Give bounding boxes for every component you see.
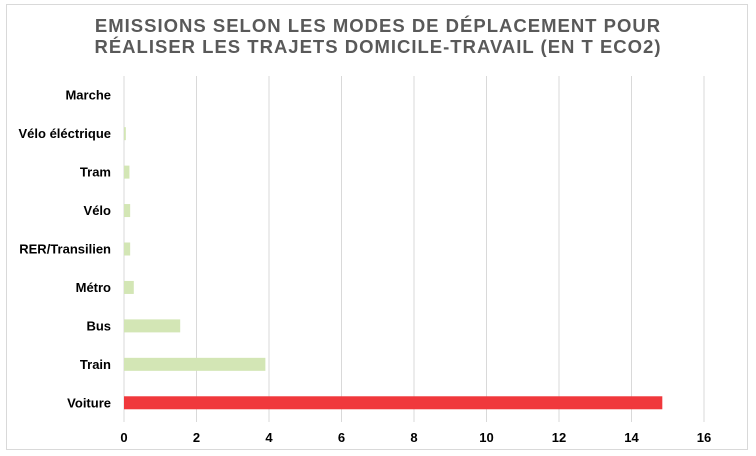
bar-tram [124,165,130,179]
x-tick-label: 8 [410,430,417,445]
bar-bus [124,319,181,333]
category-label: Tram [80,165,111,180]
bars [124,127,663,410]
x-tick-label: 0 [120,430,127,445]
category-label: Marche [65,88,111,103]
category-label: Bus [86,318,111,333]
chart-frame [6,4,748,450]
x-tick-label: 6 [338,430,345,445]
category-label: Train [80,357,111,372]
bar-train [124,357,266,371]
x-tick-label: 2 [193,430,200,445]
category-label: RER/Transilien [19,242,111,257]
category-labels: Marche Vélo éléctrique Tram Vélo RER/Transil… [19,88,112,411]
category-label: Métro [76,280,111,295]
chart-title-line-2: RÉALISER LES TRAJETS DOMICILE-TRAVAIL (E… [94,36,662,57]
chart-title: EMISSIONS SELON LES MODES DE DÉPLACEMENT… [0,15,756,57]
bar-rer-transilien [124,242,131,256]
x-tick-label: 16 [697,430,711,445]
bar-voiture [124,396,663,410]
bar-m-tro [124,280,134,294]
category-label: Voiture [67,395,111,410]
x-tick-label: 12 [552,430,566,445]
x-tick-label: 14 [624,430,639,445]
x-tick-labels: 0 2 4 6 8 10 12 14 16 [120,430,711,445]
category-label: Vélo [84,203,112,218]
bar-v-lo [124,204,131,218]
chart-title-line-1: EMISSIONS SELON LES MODES DE DÉPLACEMENT… [94,15,662,36]
category-label: Vélo éléctrique [19,126,111,141]
x-tick-label: 10 [479,430,493,445]
bar-v-lo-l-ctrique [124,127,126,141]
gridlines [123,76,705,422]
x-tick-label: 4 [265,430,273,445]
